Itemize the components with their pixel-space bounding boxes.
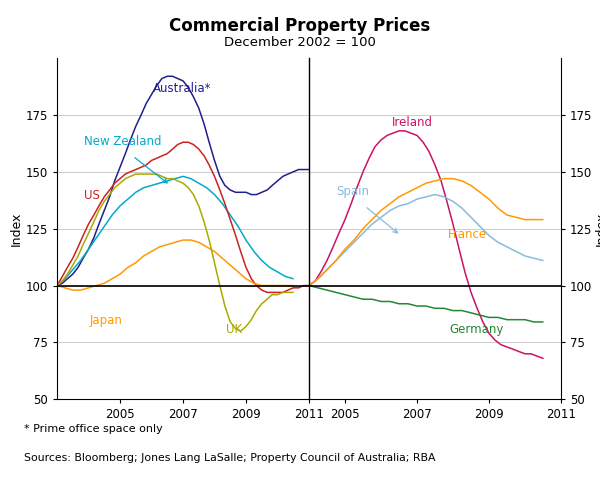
Text: UK: UK [226,323,242,336]
Text: New Zealand: New Zealand [84,135,161,148]
Text: US: US [84,189,100,202]
Text: Japan: Japan [90,314,123,327]
Text: December 2002 = 100: December 2002 = 100 [224,36,376,49]
Text: Sources: Bloomberg; Jones Lang LaSalle; Property Council of Australia; RBA: Sources: Bloomberg; Jones Lang LaSalle; … [24,453,436,463]
Text: * Prime office space only: * Prime office space only [24,424,163,434]
Text: France: France [448,228,487,241]
Text: Ireland: Ireland [392,116,433,129]
Text: Germany: Germany [449,323,504,336]
Text: Commercial Property Prices: Commercial Property Prices [169,17,431,35]
Text: Australia*: Australia* [153,82,212,95]
Text: Spain: Spain [336,184,369,197]
Y-axis label: Index: Index [595,212,600,246]
Y-axis label: Index: Index [10,212,23,246]
